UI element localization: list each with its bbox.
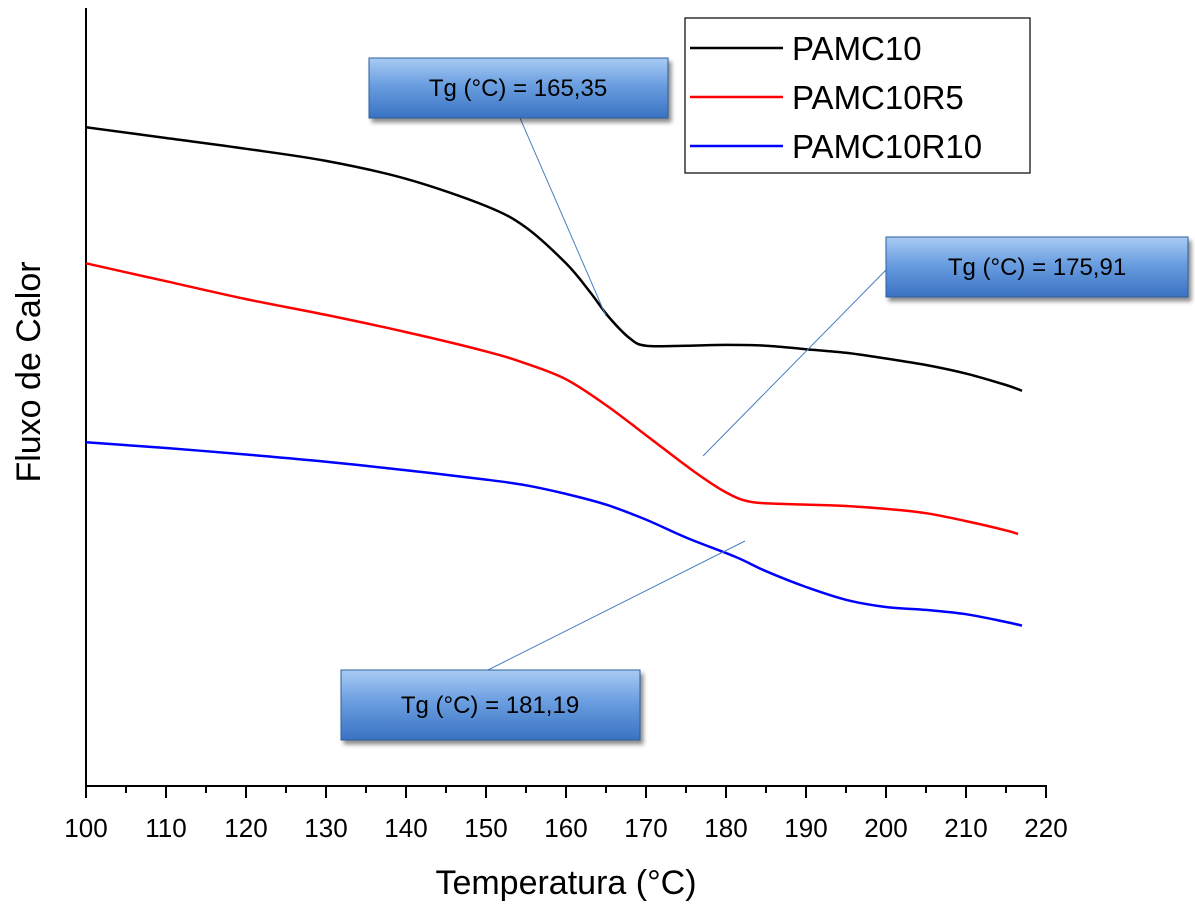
x-tick-label: 150 (464, 813, 507, 843)
leader-line-tg-pamc10r5 (702, 269, 887, 457)
callout-box (340, 669, 641, 741)
y-axis-title: Fluxo de Calor (10, 261, 48, 482)
legend-label-pamc10r5: PAMC10R5 (792, 79, 964, 116)
x-tick-label: 110 (145, 813, 186, 843)
series-line-pamc10r5 (85, 262, 1019, 536)
x-tick-label: 170 (624, 813, 667, 843)
callout-box (368, 57, 669, 119)
leader-line-tg-pamc10 (519, 117, 607, 317)
legend-label-pamc10: PAMC10 (792, 30, 922, 67)
series-line-pamc10r10 (85, 441, 1023, 627)
callout-text: Tg (°C) = 175,91 (948, 254, 1126, 281)
legend: PAMC10 PAMC10R5 PAMC10R10 (684, 17, 1031, 174)
x-tick-label: 210 (944, 813, 987, 843)
callout-tg-pamc10r5: Tg (°C) = 175,91 (885, 236, 1189, 298)
x-tick-label: 200 (864, 813, 907, 843)
callout-box (885, 236, 1189, 298)
callout-text: Tg (°C) = 165,35 (429, 75, 607, 102)
x-tick-label: 180 (704, 813, 747, 843)
x-tick-label: 120 (224, 813, 267, 843)
x-axis-title: Temperatura (°C) (435, 864, 696, 902)
x-tick-label: 160 (544, 813, 587, 843)
callout-tg-pamc10r10: Tg (°C) = 181,19 (340, 669, 641, 741)
x-tick-label: 140 (384, 813, 427, 843)
x-tick-label: 190 (784, 813, 827, 843)
x-tick-label: 100 (64, 813, 107, 843)
series-layer (85, 126, 1023, 627)
callout-text: Tg (°C) = 181,19 (401, 692, 579, 719)
x-tick-label: 130 (304, 813, 347, 843)
legend-label-pamc10r10: PAMC10R10 (792, 128, 982, 165)
series-line-pamc10 (85, 126, 1023, 392)
callout-tg-pamc10: Tg (°C) = 165,35 (368, 57, 669, 119)
x-tick-label: 220 (1024, 813, 1067, 843)
x-axis-ticks: 100 110 120 130 140 150 160 170 180 190 200 210 220 (64, 786, 1068, 843)
leader-line-tg-pamc10r10 (487, 540, 746, 671)
